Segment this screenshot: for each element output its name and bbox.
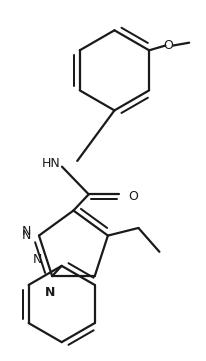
Text: O: O bbox=[163, 39, 173, 52]
Text: N: N bbox=[22, 225, 31, 238]
Text: N: N bbox=[22, 229, 31, 242]
Text: O: O bbox=[129, 190, 139, 203]
Text: N: N bbox=[32, 253, 42, 266]
Text: HN: HN bbox=[41, 157, 60, 170]
Text: N: N bbox=[45, 286, 55, 299]
